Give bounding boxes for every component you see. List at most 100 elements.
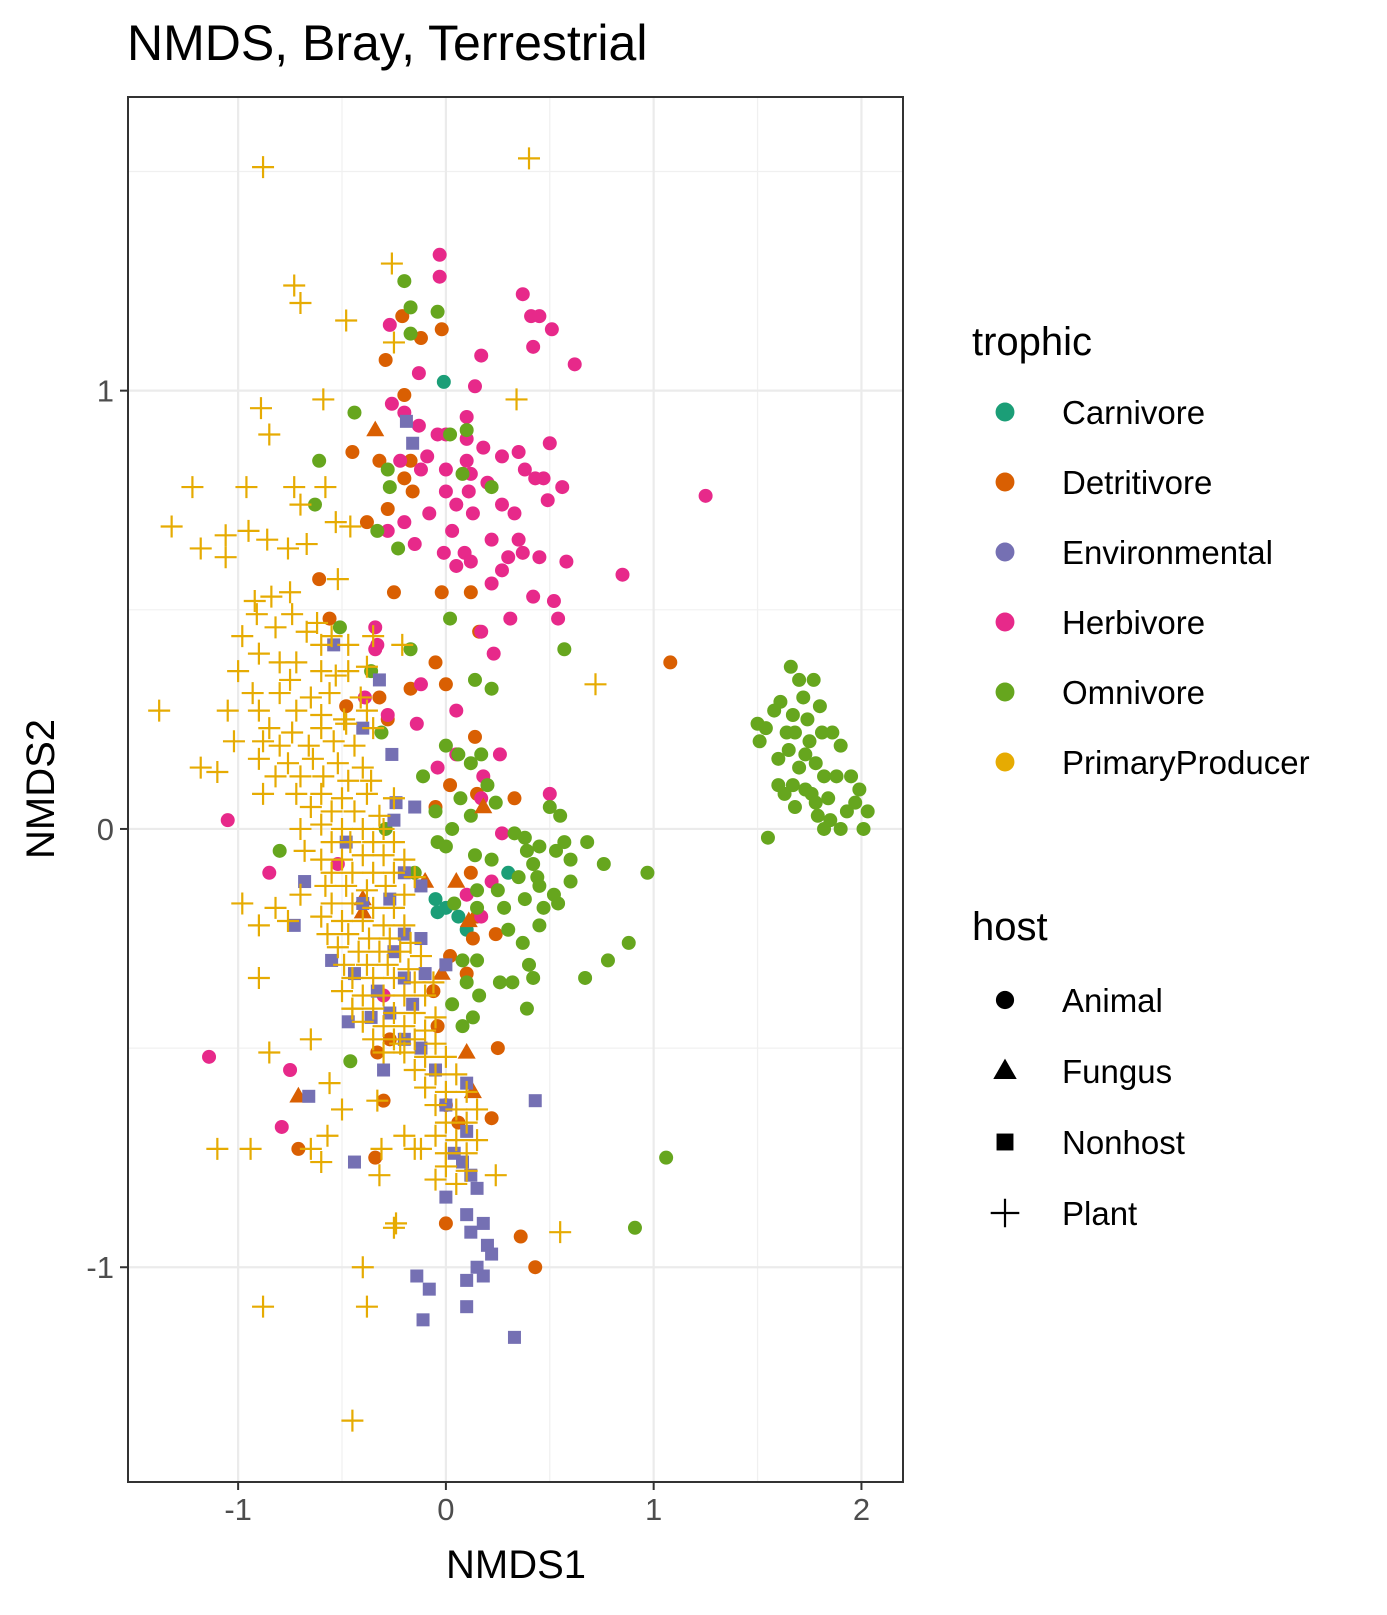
data-point bbox=[528, 1094, 542, 1108]
data-point bbox=[341, 966, 364, 989]
data-point bbox=[368, 620, 383, 635]
data-point bbox=[347, 1155, 361, 1169]
data-point bbox=[376, 953, 399, 976]
data-point bbox=[382, 331, 405, 354]
data-point bbox=[844, 769, 859, 784]
legend-label-environmental: Environmental bbox=[1062, 534, 1273, 571]
data-point bbox=[438, 839, 453, 854]
data-point bbox=[384, 396, 399, 411]
data-point bbox=[403, 866, 426, 889]
data-point bbox=[410, 1269, 424, 1283]
legend-key-nonhost bbox=[996, 1133, 1014, 1151]
data-point bbox=[461, 484, 476, 499]
data-point bbox=[445, 1172, 468, 1195]
data-point bbox=[492, 747, 507, 762]
data-point bbox=[507, 506, 522, 521]
legend-label-nonhost: Nonhost bbox=[1062, 1124, 1185, 1161]
data-point bbox=[522, 957, 537, 972]
data-point bbox=[663, 655, 678, 670]
data-point bbox=[549, 1221, 572, 1244]
data-point bbox=[362, 1028, 385, 1051]
data-point bbox=[335, 712, 358, 735]
data-point bbox=[515, 935, 530, 950]
data-point bbox=[397, 515, 412, 530]
data-point bbox=[484, 681, 499, 696]
data-point bbox=[507, 791, 522, 806]
data-point bbox=[463, 865, 478, 880]
legend-trophic-title: trophic bbox=[972, 320, 1092, 364]
data-point bbox=[833, 821, 848, 836]
data-point bbox=[856, 821, 871, 836]
data-point bbox=[243, 590, 266, 613]
data-point bbox=[781, 743, 796, 758]
data-point bbox=[318, 682, 341, 705]
data-point bbox=[503, 611, 518, 626]
data-point bbox=[281, 721, 304, 744]
data-point bbox=[293, 839, 316, 862]
data-point bbox=[416, 1313, 430, 1327]
data-point bbox=[372, 673, 386, 687]
data-point bbox=[451, 909, 466, 924]
data-point bbox=[289, 817, 312, 840]
data-point bbox=[279, 581, 302, 604]
data-point bbox=[434, 1045, 457, 1068]
data-point bbox=[355, 953, 378, 976]
data-point bbox=[800, 712, 815, 727]
data-point bbox=[362, 997, 385, 1020]
data-point bbox=[829, 769, 844, 784]
data-point bbox=[549, 843, 564, 858]
data-point bbox=[434, 1155, 457, 1178]
data-point bbox=[351, 817, 374, 840]
chart-title: NMDS, Bray, Terrestrial bbox=[127, 15, 647, 71]
data-point bbox=[488, 927, 503, 942]
data-point bbox=[310, 782, 333, 805]
data-point bbox=[382, 831, 405, 854]
data-point bbox=[362, 896, 385, 919]
data-point bbox=[839, 804, 854, 819]
data-point bbox=[563, 852, 578, 867]
data-point bbox=[274, 1119, 289, 1134]
data-point bbox=[449, 558, 464, 573]
data-point bbox=[518, 147, 541, 170]
data-point bbox=[460, 1300, 474, 1314]
data-point bbox=[463, 808, 478, 823]
data-point bbox=[227, 660, 250, 683]
data-point bbox=[310, 905, 333, 928]
data-point bbox=[393, 1124, 416, 1147]
data-point bbox=[397, 388, 412, 403]
data-point bbox=[341, 892, 364, 915]
data-point bbox=[372, 690, 387, 705]
data-point bbox=[366, 1089, 389, 1112]
data-point bbox=[457, 1042, 476, 1059]
data-point bbox=[812, 699, 827, 714]
data-point bbox=[806, 672, 821, 687]
data-point bbox=[424, 1124, 447, 1147]
data-point bbox=[301, 747, 324, 770]
data-point bbox=[331, 980, 354, 1003]
data-point bbox=[484, 1111, 499, 1126]
data-point bbox=[245, 603, 268, 626]
data-point bbox=[470, 953, 485, 968]
data-point bbox=[798, 747, 813, 762]
legend-label-fungus: Fungus bbox=[1062, 1053, 1172, 1090]
data-point bbox=[372, 1015, 395, 1038]
data-point bbox=[331, 787, 354, 810]
data-point bbox=[268, 734, 291, 757]
y-axis: -1 0 1 bbox=[86, 374, 128, 1285]
data-point bbox=[285, 782, 308, 805]
data-point bbox=[810, 808, 825, 823]
data-point bbox=[316, 923, 339, 946]
data-point bbox=[551, 896, 566, 911]
data-point bbox=[438, 738, 453, 753]
data-point bbox=[439, 1190, 453, 1204]
data-point bbox=[474, 348, 489, 363]
data-point bbox=[600, 953, 615, 968]
x-axis: -1 0 1 2 bbox=[224, 1482, 870, 1527]
data-point bbox=[403, 1028, 426, 1051]
data-point bbox=[808, 795, 823, 810]
data-point bbox=[160, 515, 183, 538]
data-point bbox=[432, 964, 451, 980]
data-point bbox=[214, 524, 237, 547]
data-point bbox=[416, 769, 431, 784]
